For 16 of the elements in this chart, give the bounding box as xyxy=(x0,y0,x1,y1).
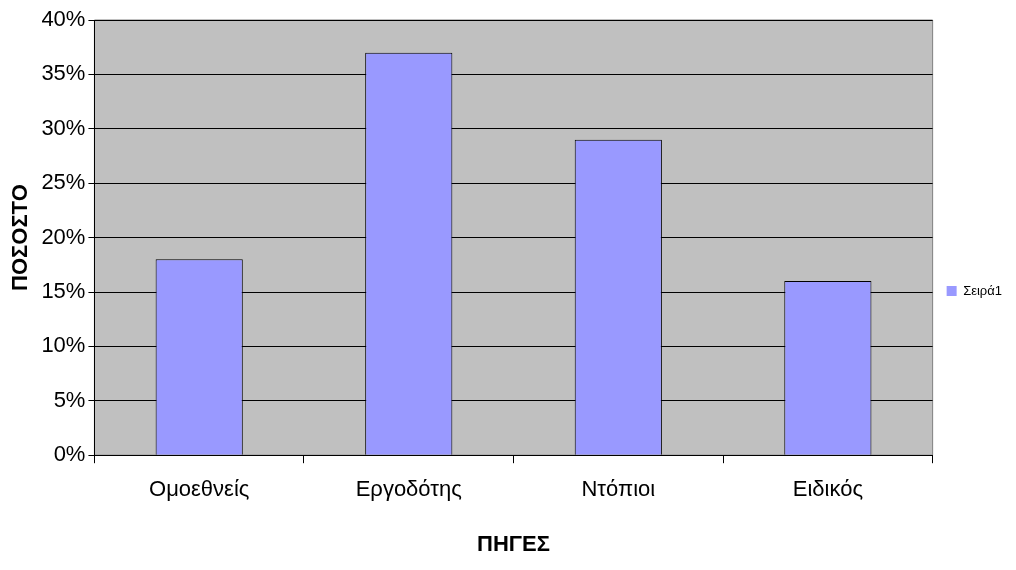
y-tick-label: 35% xyxy=(41,60,86,86)
y-tick-label: 5% xyxy=(53,386,86,412)
y-tick-label: 15% xyxy=(41,278,86,304)
x-axis-title: ΠΗΓΕΣ xyxy=(477,530,550,556)
x-tick-label: Ομοεθνείς xyxy=(149,476,250,502)
y-tick-label: 25% xyxy=(41,169,86,195)
y-tick-label: 20% xyxy=(41,223,86,249)
y-axis-title: ΠΟΣΟΣΤΟ xyxy=(7,184,33,291)
x-tick-label: Ντόπιοι xyxy=(581,476,656,502)
legend-label: Σειρά1 xyxy=(963,282,1003,298)
x-tick-label: Εργοδότης xyxy=(355,476,462,502)
y-tick-label: 0% xyxy=(53,441,86,467)
x-tick-label: Ειδικός xyxy=(792,476,863,502)
y-tick-label: 10% xyxy=(41,332,86,358)
y-tick-label: 40% xyxy=(41,6,86,32)
y-tick-label: 30% xyxy=(41,114,86,140)
